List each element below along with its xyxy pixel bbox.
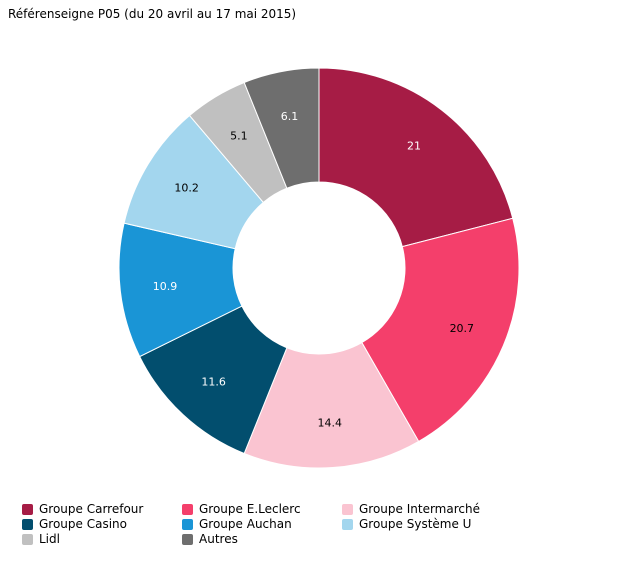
legend-swatch bbox=[182, 518, 193, 530]
slice-groupe-carrefour[interactable] bbox=[318, 67, 514, 248]
legend-swatch bbox=[342, 503, 353, 515]
slice-value-label: 10.9 bbox=[153, 280, 178, 293]
legend-label: Groupe Intermarché bbox=[359, 502, 480, 516]
legend-item[interactable]: Groupe Casino bbox=[22, 516, 127, 532]
legend-item[interactable]: Groupe Carrefour bbox=[22, 501, 143, 517]
legend-item[interactable]: Lidl bbox=[22, 531, 60, 547]
slice-value-label: 11.6 bbox=[201, 376, 226, 389]
legend-label: Groupe Auchan bbox=[199, 517, 292, 531]
slice-value-label: 21 bbox=[407, 140, 421, 153]
slice-value-label: 10.2 bbox=[174, 181, 199, 194]
slice-autres[interactable] bbox=[243, 67, 320, 189]
slice-value-label: 6.1 bbox=[281, 110, 299, 123]
slice-groupe-e-leclerc[interactable] bbox=[361, 217, 520, 443]
slice-value-label: 20.7 bbox=[450, 322, 475, 335]
legend-swatch bbox=[22, 533, 33, 545]
legend-item[interactable]: Groupe Auchan bbox=[182, 516, 292, 532]
legend-swatch bbox=[22, 503, 33, 515]
slice-value-label: 5.1 bbox=[230, 129, 248, 142]
slice-groupe-intermarch-[interactable] bbox=[243, 341, 420, 469]
legend-label: Groupe E.Leclerc bbox=[199, 502, 301, 516]
legend-swatch bbox=[182, 533, 193, 545]
legend-item[interactable]: Autres bbox=[182, 531, 238, 547]
legend-label: Groupe Système U bbox=[359, 517, 472, 531]
donut-chart: 21 20.7 14.4 11.6 10.9 10.2 5.1 6.1 bbox=[118, 67, 520, 469]
legend-item[interactable]: Groupe Intermarché bbox=[342, 501, 480, 517]
legend-swatch bbox=[22, 518, 33, 530]
slice-value-label: 14.4 bbox=[317, 417, 342, 430]
legend-swatch bbox=[342, 518, 353, 530]
chart-title: Référenseigne P05 (du 20 avril au 17 mai… bbox=[8, 7, 297, 21]
legend-label: Groupe Carrefour bbox=[39, 502, 144, 516]
legend-swatch bbox=[182, 503, 193, 515]
legend-label: Lidl bbox=[39, 532, 60, 546]
legend-item[interactable]: Groupe E.Leclerc bbox=[182, 501, 301, 517]
legend-item[interactable]: Groupe Système U bbox=[342, 516, 471, 532]
legend-label: Autres bbox=[199, 532, 238, 546]
legend-label: Groupe Casino bbox=[39, 517, 127, 531]
